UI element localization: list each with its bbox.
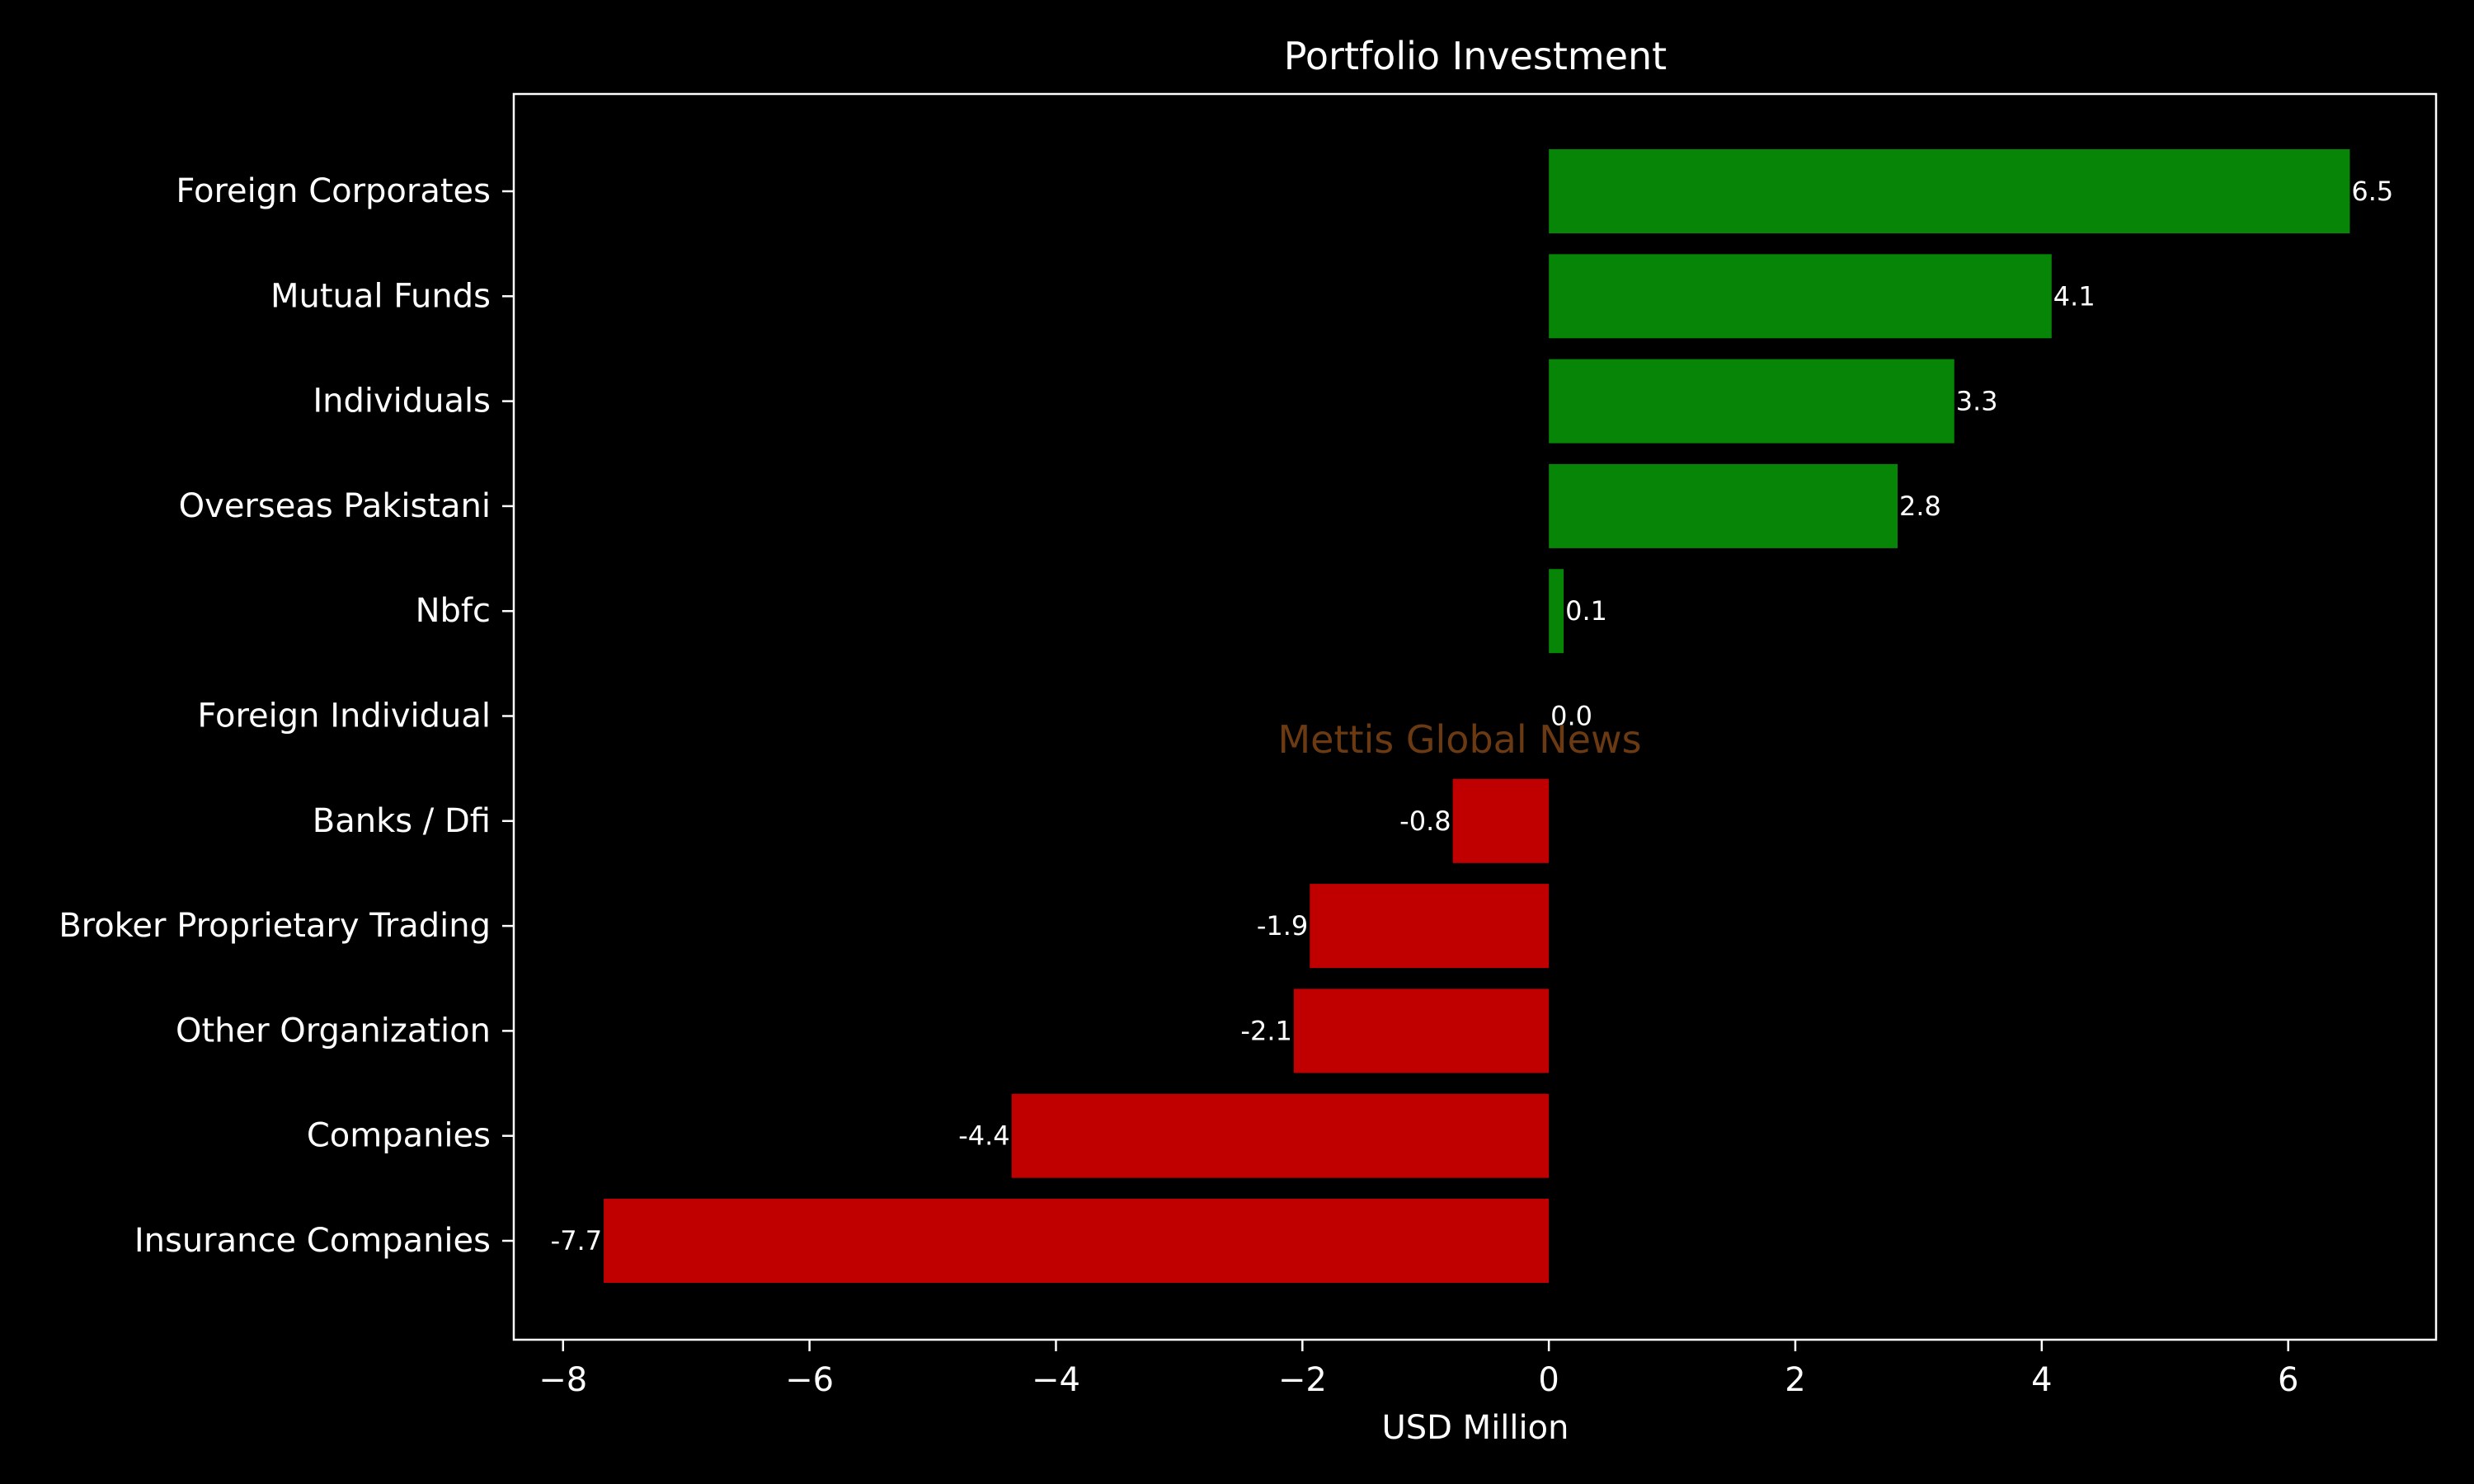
bars-group	[604, 149, 2350, 1283]
bar-value-label: -1.9	[1257, 910, 1308, 942]
x-tick-label: −2	[1278, 1361, 1327, 1399]
x-tick-label: −8	[539, 1361, 587, 1399]
bar-value-label: 0.0	[1550, 701, 1592, 732]
chart-title: Portfolio Investment	[1284, 34, 1667, 78]
bar	[604, 1199, 1550, 1283]
bar	[1310, 884, 1550, 969]
bar	[1293, 989, 1550, 1073]
watermark-text: Mettis Global News	[1277, 717, 1641, 762]
bar	[1549, 569, 1564, 654]
y-tick-label: Foreign Corporates	[176, 172, 491, 210]
y-tick-label: Banks / Dfi	[313, 802, 491, 840]
bar-value-label: -4.4	[958, 1120, 1009, 1152]
y-tick-label: Other Organization	[176, 1012, 491, 1050]
x-tick-label: −4	[1032, 1361, 1080, 1399]
y-tick-label: Individuals	[313, 383, 491, 420]
data-labels-group: 6.5 4.1 3.3 2.8 0.1 0.0 -0.8 -1.9 -2.1 -4.4 -7.7	[551, 176, 2394, 1256]
y-axis: Foreign Corporates Mutual Funds Individual…	[59, 172, 514, 1260]
bar-value-label: -0.8	[1399, 805, 1451, 837]
y-tick-label: Insurance Companies	[134, 1222, 491, 1260]
bar	[1452, 778, 1550, 863]
x-tick-label: 4	[2031, 1361, 2052, 1399]
bar	[1549, 149, 2350, 233]
x-axis-label: USD Million	[1382, 1409, 1569, 1447]
bar-value-label: 4.1	[2053, 280, 2095, 312]
bar	[1549, 359, 1954, 444]
x-tick-label: 6	[2278, 1361, 2298, 1399]
bar-value-label: 0.1	[1565, 595, 1607, 627]
bar-value-label: 2.8	[1899, 491, 1941, 522]
y-tick-label: Mutual Funds	[270, 277, 491, 315]
y-tick-label: Broker Proprietary Trading	[59, 907, 491, 945]
x-axis: −8 −6 −4 −2 0 2 4 6	[539, 1340, 2298, 1399]
y-tick-label: Nbfc	[416, 592, 491, 630]
bar	[1011, 1093, 1550, 1178]
bar-value-label: -7.7	[551, 1225, 602, 1256]
x-tick-label: 0	[1538, 1361, 1559, 1399]
y-tick-label: Companies	[307, 1117, 491, 1155]
y-tick-label: Overseas Pakistani	[179, 487, 491, 525]
bar-value-label: 3.3	[1956, 386, 1998, 417]
x-tick-label: −6	[785, 1361, 834, 1399]
bar	[1549, 254, 2052, 339]
bar-value-label: -2.1	[1240, 1015, 1291, 1046]
bar-value-label: 6.5	[2351, 176, 2393, 207]
x-tick-label: 2	[1785, 1361, 1805, 1399]
bar	[1549, 463, 1898, 548]
y-tick-label: Foreign Individual	[197, 697, 491, 735]
